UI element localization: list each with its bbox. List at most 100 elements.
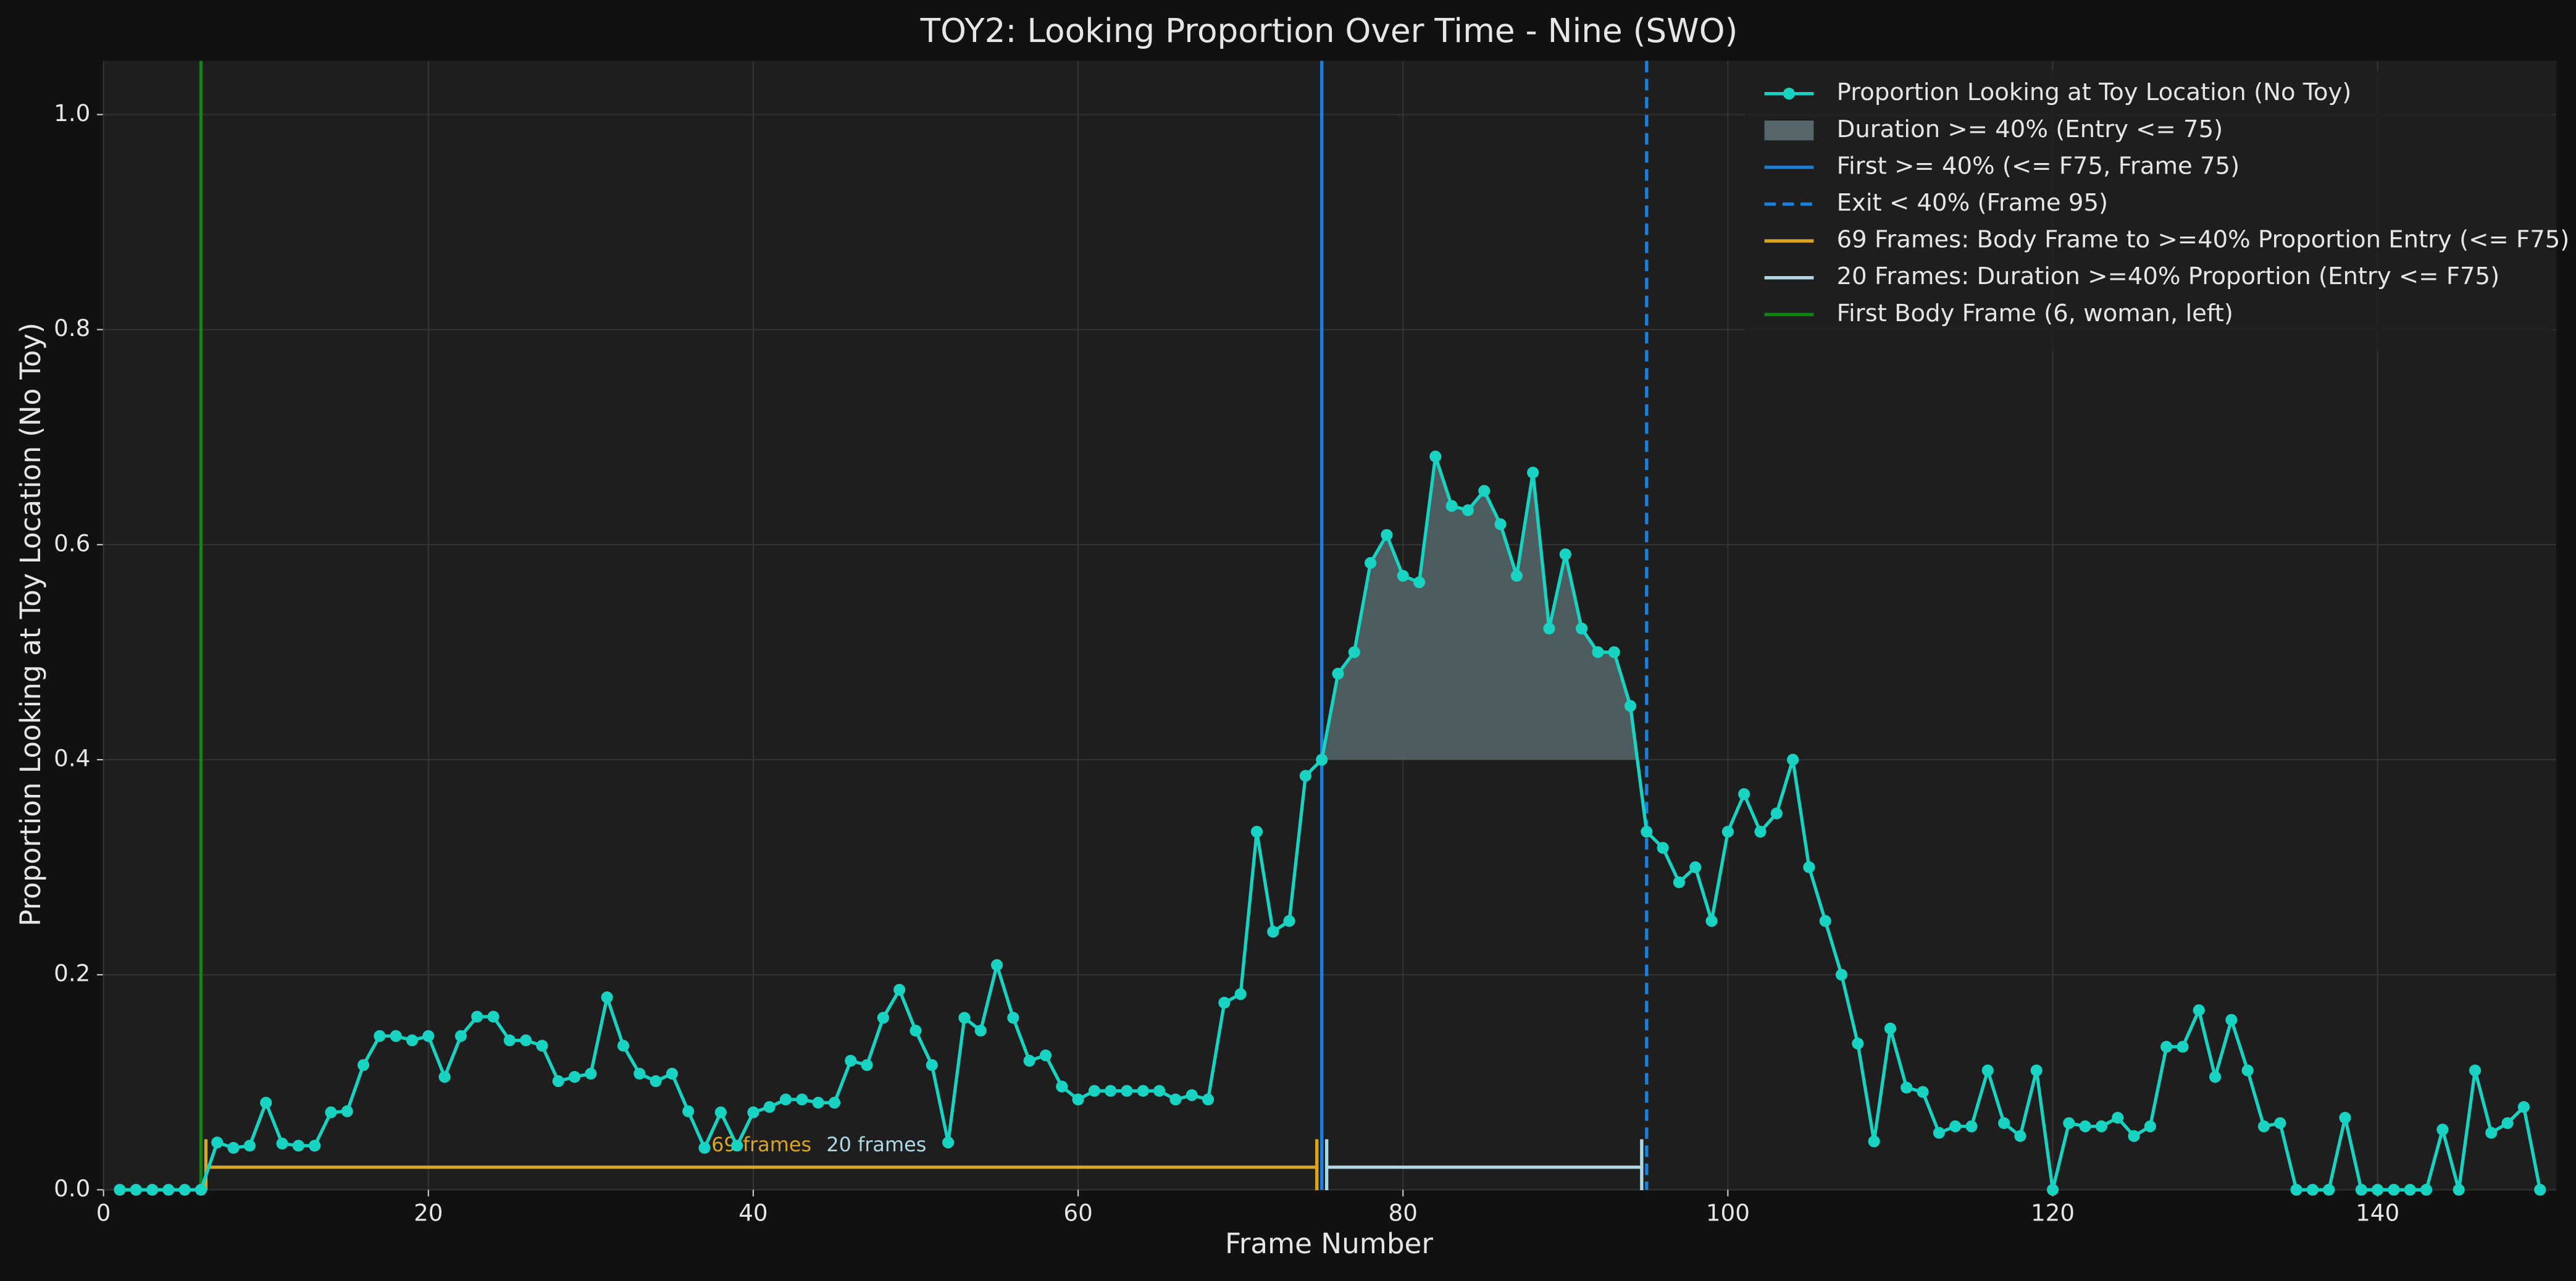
data-point — [1835, 968, 1848, 981]
data-point — [2063, 1117, 2075, 1129]
data-point — [1007, 1012, 1019, 1024]
data-point — [2355, 1183, 2367, 1196]
data-point — [1933, 1127, 1945, 1139]
legend-label: First >= 40% (<= F75, Frame 75) — [1837, 152, 2239, 180]
data-point — [731, 1140, 743, 1152]
data-point — [130, 1183, 142, 1196]
data-point — [1803, 861, 1815, 873]
legend-label: Exit < 40% (Frame 95) — [1837, 189, 2108, 217]
data-point — [1787, 754, 1799, 766]
y-tick-label: 1.0 — [54, 99, 90, 127]
data-point — [1299, 770, 1311, 782]
data-point — [178, 1183, 191, 1196]
data-point — [1592, 646, 1604, 658]
data-point — [877, 1012, 889, 1024]
data-point — [341, 1105, 353, 1117]
data-point — [1218, 996, 1231, 1009]
x-tick-label: 120 — [2031, 1199, 2075, 1227]
data-point — [1186, 1089, 1198, 1101]
data-point — [2388, 1183, 2400, 1196]
data-point — [1445, 500, 1458, 512]
data-point — [2404, 1183, 2416, 1196]
data-point — [422, 1030, 435, 1042]
data-point — [471, 1010, 483, 1023]
y-tick-label: 0.6 — [54, 529, 90, 556]
x-tick-label: 20 — [414, 1199, 443, 1227]
data-point — [617, 1040, 630, 1052]
data-point — [357, 1059, 370, 1071]
data-point — [828, 1096, 841, 1109]
data-point — [1494, 518, 1507, 531]
data-point — [2436, 1124, 2449, 1136]
data-point — [2339, 1112, 2351, 1124]
legend-label: First Body Frame (6, woman, left) — [1837, 300, 2233, 327]
data-point — [1998, 1117, 2010, 1129]
x-tick-label: 60 — [1063, 1199, 1092, 1227]
data-point — [162, 1183, 175, 1196]
data-point — [779, 1093, 792, 1106]
data-point — [1965, 1120, 1978, 1133]
data-point — [601, 991, 613, 1004]
data-point — [309, 1140, 321, 1152]
data-point — [2128, 1130, 2140, 1142]
data-point — [1721, 826, 1734, 838]
data-point — [2534, 1183, 2546, 1196]
data-point — [2501, 1117, 2514, 1129]
data-point — [893, 983, 906, 996]
data-point — [2014, 1130, 2026, 1142]
data-point — [1770, 807, 1783, 820]
data-point — [1981, 1064, 1994, 1077]
data-point — [1641, 826, 1653, 838]
data-point — [1852, 1037, 1864, 1050]
data-point — [1754, 826, 1767, 838]
legend-box — [1744, 70, 2553, 351]
legend-marker — [1783, 88, 1796, 100]
data-point — [861, 1059, 873, 1071]
data-point — [1397, 569, 1409, 582]
x-tick-label: 80 — [1389, 1199, 1418, 1227]
data-point — [194, 1183, 207, 1196]
data-point — [1234, 988, 1247, 1001]
data-point — [2485, 1127, 2498, 1139]
data-point — [2160, 1041, 2173, 1053]
data-point — [292, 1140, 304, 1152]
data-point — [2453, 1183, 2465, 1196]
data-point — [2177, 1041, 2189, 1053]
data-point — [1121, 1085, 1133, 1097]
data-point — [2323, 1183, 2335, 1196]
legend-label: 20 Frames: Duration >=40% Proportion (En… — [1837, 262, 2499, 290]
y-tick-label: 0.8 — [54, 314, 90, 342]
data-point — [698, 1141, 711, 1154]
data-point — [1429, 450, 1442, 463]
data-point — [1673, 876, 1686, 889]
data-point — [2193, 1004, 2205, 1017]
data-point — [926, 1059, 938, 1071]
bracket-label: 69 frames — [711, 1133, 811, 1156]
data-point — [438, 1070, 451, 1083]
data-point — [2144, 1120, 2156, 1133]
data-point — [763, 1101, 776, 1113]
y-tick-label: 0.0 — [54, 1175, 90, 1202]
data-point — [1137, 1085, 1149, 1097]
data-point — [1705, 915, 1718, 927]
data-point — [812, 1096, 824, 1109]
data-point — [1559, 548, 1571, 561]
data-point — [747, 1106, 759, 1119]
data-point — [260, 1096, 272, 1109]
data-point — [1608, 646, 1620, 658]
data-point — [974, 1025, 987, 1037]
data-point — [1413, 576, 1426, 589]
data-point — [1510, 569, 1523, 582]
data-point — [487, 1010, 500, 1023]
data-point — [1657, 842, 1669, 854]
data-point — [454, 1030, 467, 1042]
data-point — [1039, 1049, 1052, 1062]
data-point — [1105, 1085, 1117, 1097]
data-point — [227, 1141, 240, 1154]
data-point — [2112, 1112, 2124, 1124]
data-point — [2079, 1120, 2091, 1133]
y-tick-label: 0.4 — [54, 744, 90, 771]
data-point — [714, 1106, 727, 1119]
data-point — [325, 1106, 337, 1119]
